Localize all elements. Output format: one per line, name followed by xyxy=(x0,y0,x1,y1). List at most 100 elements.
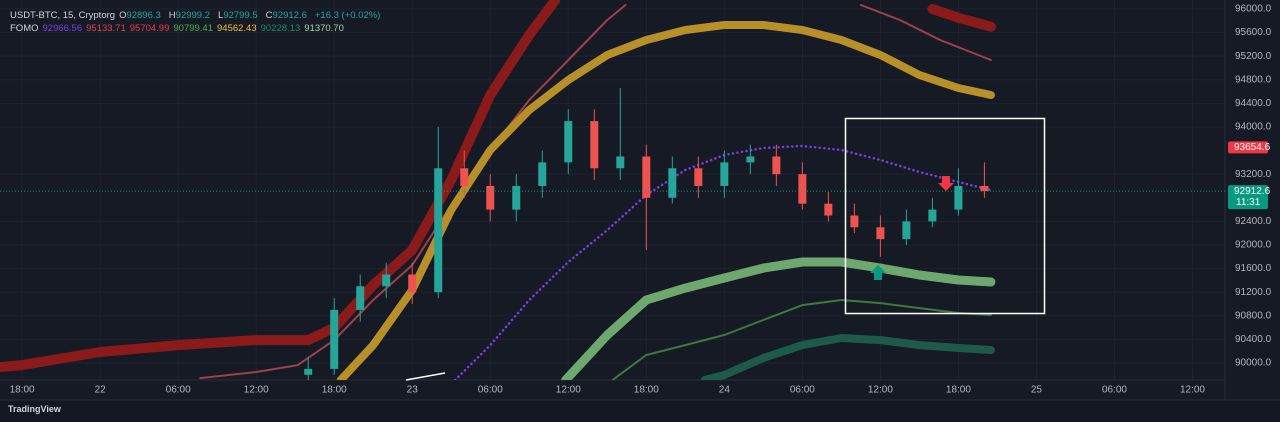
candle-body xyxy=(642,156,651,198)
indicator-line xyxy=(336,21,995,380)
y-tick-label: 91200.0 xyxy=(1235,287,1272,298)
indicator-line xyxy=(199,4,992,380)
x-tick-label: 18:00 xyxy=(634,385,659,396)
x-tick-label: 24 xyxy=(719,385,731,396)
y-tick-label: 95200.0 xyxy=(1235,51,1272,62)
ohlc-label: H xyxy=(168,10,176,21)
candle-body xyxy=(616,156,625,169)
candle-body xyxy=(850,215,859,228)
candle-body xyxy=(564,121,573,163)
candle-body xyxy=(460,168,469,186)
ohlc-value: 92912.6 xyxy=(272,10,307,21)
countdown: 11:31 xyxy=(1236,197,1261,208)
x-tick-label: 12:00 xyxy=(868,385,893,396)
ohlc-label: O xyxy=(119,10,127,21)
candle-body xyxy=(512,185,521,210)
indicator-value: 91370.70 xyxy=(304,23,344,34)
candle-body xyxy=(538,162,547,186)
y-tick-label: 94400.0 xyxy=(1235,98,1272,109)
ohlc-item: L92799.5 xyxy=(218,10,262,21)
candle-body xyxy=(382,274,391,287)
x-tick-label: 25 xyxy=(1031,385,1043,396)
sell-arrow xyxy=(938,176,954,191)
highlight-box xyxy=(844,117,1046,315)
candle-body xyxy=(980,185,989,192)
price-tag xyxy=(1228,185,1268,210)
indicator-value: 90799.41 xyxy=(173,23,213,34)
price-tag xyxy=(1228,141,1268,154)
candle-body xyxy=(928,209,937,222)
legend-row: FOMO 92966.56 95133.71 95704.99 90799.41 9456… xyxy=(10,22,384,35)
ohlc-label: C xyxy=(265,10,273,21)
footer-bar xyxy=(0,400,1280,422)
change: +16.3 (+0.02%) xyxy=(314,10,381,21)
price-tag-label: 93654.6 xyxy=(1234,142,1271,153)
candle-body xyxy=(304,368,313,375)
x-tick-label: 18:00 xyxy=(322,385,347,396)
x-tick-label: 22 xyxy=(95,385,107,396)
indicator-value: 95133.71 xyxy=(86,23,126,34)
candle-body xyxy=(694,168,703,186)
candle-body xyxy=(590,121,599,169)
candle-body xyxy=(798,174,807,204)
candle-body xyxy=(434,168,443,293)
candle-body xyxy=(720,162,729,186)
candle-body xyxy=(668,168,677,198)
indicator-line xyxy=(561,257,996,380)
legend: USDT-BTC, 15, Cryptorg O92896.3 H92999.2 L9… xyxy=(10,9,384,35)
symbol: USDT-BTC, 15, Cryptorg xyxy=(10,10,116,21)
x-tick-label: 06:00 xyxy=(1102,385,1127,396)
indicator-value: 90228.13 xyxy=(260,23,301,34)
indicator-value: 95704.99 xyxy=(129,23,170,34)
y-tick-label: 95600.0 xyxy=(1235,27,1272,38)
x-tick-label: 06:00 xyxy=(166,385,191,396)
x-tick-label: 23 xyxy=(407,385,419,396)
candle-body xyxy=(772,156,781,175)
y-tick-label: 93200.0 xyxy=(1235,169,1272,180)
candle-body xyxy=(356,286,365,310)
candle-body xyxy=(330,309,339,369)
candle-body xyxy=(824,203,833,216)
y-tick-label: 94800.0 xyxy=(1235,74,1272,85)
annotations xyxy=(405,117,1046,381)
y-tick-label: 92000.0 xyxy=(1235,240,1272,251)
candle-body xyxy=(746,156,755,163)
indicator-value: 94562.43 xyxy=(217,23,257,34)
x-tick-label: 06:00 xyxy=(478,385,503,396)
indicator-value: 92966.56 xyxy=(42,23,83,34)
ohlc-value: 92896.3 xyxy=(126,10,161,21)
trend-line xyxy=(405,372,446,381)
ohlc-item: H92999.2 xyxy=(169,10,214,21)
candle-body xyxy=(954,185,963,210)
ohlc-label: L xyxy=(218,10,224,21)
y-tick-label: 94000.0 xyxy=(1235,122,1272,133)
x-tick-label: 12:00 xyxy=(556,385,581,396)
indicator-line xyxy=(700,334,995,380)
candle-body xyxy=(408,274,417,293)
y-tick-label: 91600.0 xyxy=(1235,263,1272,274)
y-tick-label: 90000.0 xyxy=(1235,358,1272,369)
ohlc-item: O92896.3 xyxy=(119,10,165,21)
indicator-line xyxy=(611,299,992,380)
candle-body xyxy=(486,185,495,210)
y-tick-label: 92400.0 xyxy=(1235,216,1272,227)
ohlc-value: 92999.2 xyxy=(175,10,211,21)
x-tick-label: 06:00 xyxy=(790,385,815,396)
indicator-name: FOMO xyxy=(10,23,39,34)
legend-row: USDT-BTC, 15, Cryptorg O92896.3 H92999.2 L9… xyxy=(10,9,384,22)
y-tick-label: 96000.0 xyxy=(1235,4,1272,15)
x-tick-label: 18:00 xyxy=(946,385,971,396)
buy-arrow xyxy=(870,265,886,280)
candle-body xyxy=(902,221,911,240)
x-tick-label: 18:00 xyxy=(10,385,35,396)
price-tag-label: 92912.6 xyxy=(1234,186,1271,197)
y-tick-label: 90400.0 xyxy=(1235,334,1272,345)
brand: TradingView xyxy=(8,404,61,414)
candle-body xyxy=(876,227,885,240)
ohlc-value: 92799.5 xyxy=(223,10,258,21)
ohlc-item: C92912.6 xyxy=(266,10,311,21)
x-tick-label: 12:00 xyxy=(1180,385,1205,396)
